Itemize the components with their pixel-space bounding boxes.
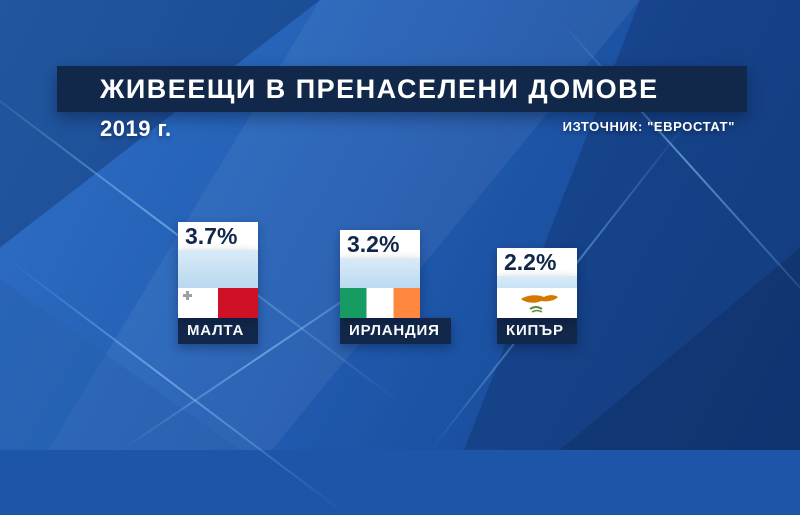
- title-bar: ЖИВЕЕЩИ В ПРЕНАСЕЛЕНИ ДОМОВЕ: [57, 66, 747, 112]
- cyprus-flag-icon: [497, 288, 577, 318]
- bar-column-ireland: 3.2% ИРЛАНДИЯ: [340, 230, 451, 344]
- cyprus-island-graphic: [521, 295, 558, 313]
- value-label-ireland: 3.2%: [340, 230, 420, 258]
- chart-year: 2019 г.: [100, 116, 172, 141]
- bar-fill-cyprus: [497, 276, 577, 318]
- george-cross-icon: [183, 291, 192, 300]
- country-label-ireland: ИРЛАНДИЯ: [340, 318, 451, 344]
- country-label-malta: МАЛТА: [178, 318, 258, 344]
- chart-title: ЖИВЕЕЩИ В ПРЕНАСЕЛЕНИ ДОМОВЕ: [100, 73, 659, 104]
- value-label-malta: 3.7%: [178, 222, 258, 250]
- ireland-flag-icon: [340, 288, 420, 318]
- malta-flag-icon: [178, 288, 258, 318]
- chart-source: ИЗТОЧНИК: "ЕВРОСТАТ": [562, 119, 735, 134]
- bar-column-cyprus: 2.2% КИПЪР: [497, 248, 577, 344]
- bar-fill-malta: [178, 250, 258, 318]
- bar-column-malta: 3.7% МАЛТА: [178, 222, 258, 344]
- country-label-cyprus: КИПЪР: [497, 318, 577, 344]
- value-label-cyprus: 2.2%: [497, 248, 577, 276]
- bar-fill-ireland: [340, 258, 420, 318]
